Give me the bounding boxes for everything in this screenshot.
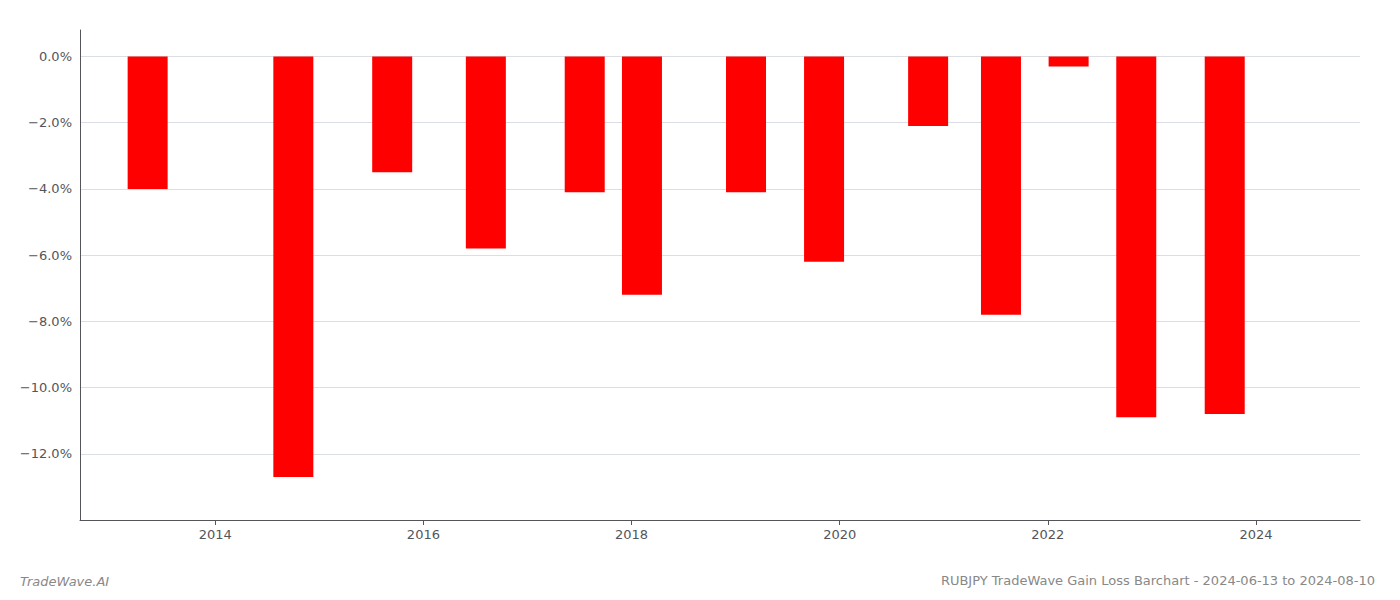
svg-text:2016: 2016 xyxy=(407,527,440,542)
svg-text:TradeWave.AI: TradeWave.AI xyxy=(20,574,109,589)
svg-text:0.0%: 0.0% xyxy=(39,49,72,64)
svg-text:2022: 2022 xyxy=(1031,527,1064,542)
svg-text:2020: 2020 xyxy=(823,527,856,542)
svg-text:−4.0%: −4.0% xyxy=(28,181,72,196)
svg-text:−8.0%: −8.0% xyxy=(28,314,72,329)
svg-text:−6.0%: −6.0% xyxy=(28,248,72,263)
svg-text:2024: 2024 xyxy=(1239,527,1272,542)
svg-text:−10.0%: −10.0% xyxy=(20,380,72,395)
svg-text:2018: 2018 xyxy=(615,527,648,542)
svg-text:2014: 2014 xyxy=(199,527,232,542)
svg-text:−12.0%: −12.0% xyxy=(20,446,72,461)
svg-text:−2.0%: −2.0% xyxy=(28,115,72,130)
svg-text:RUBJPY TradeWave Gain Loss Bar: RUBJPY TradeWave Gain Loss Barchart - 20… xyxy=(941,573,1375,588)
